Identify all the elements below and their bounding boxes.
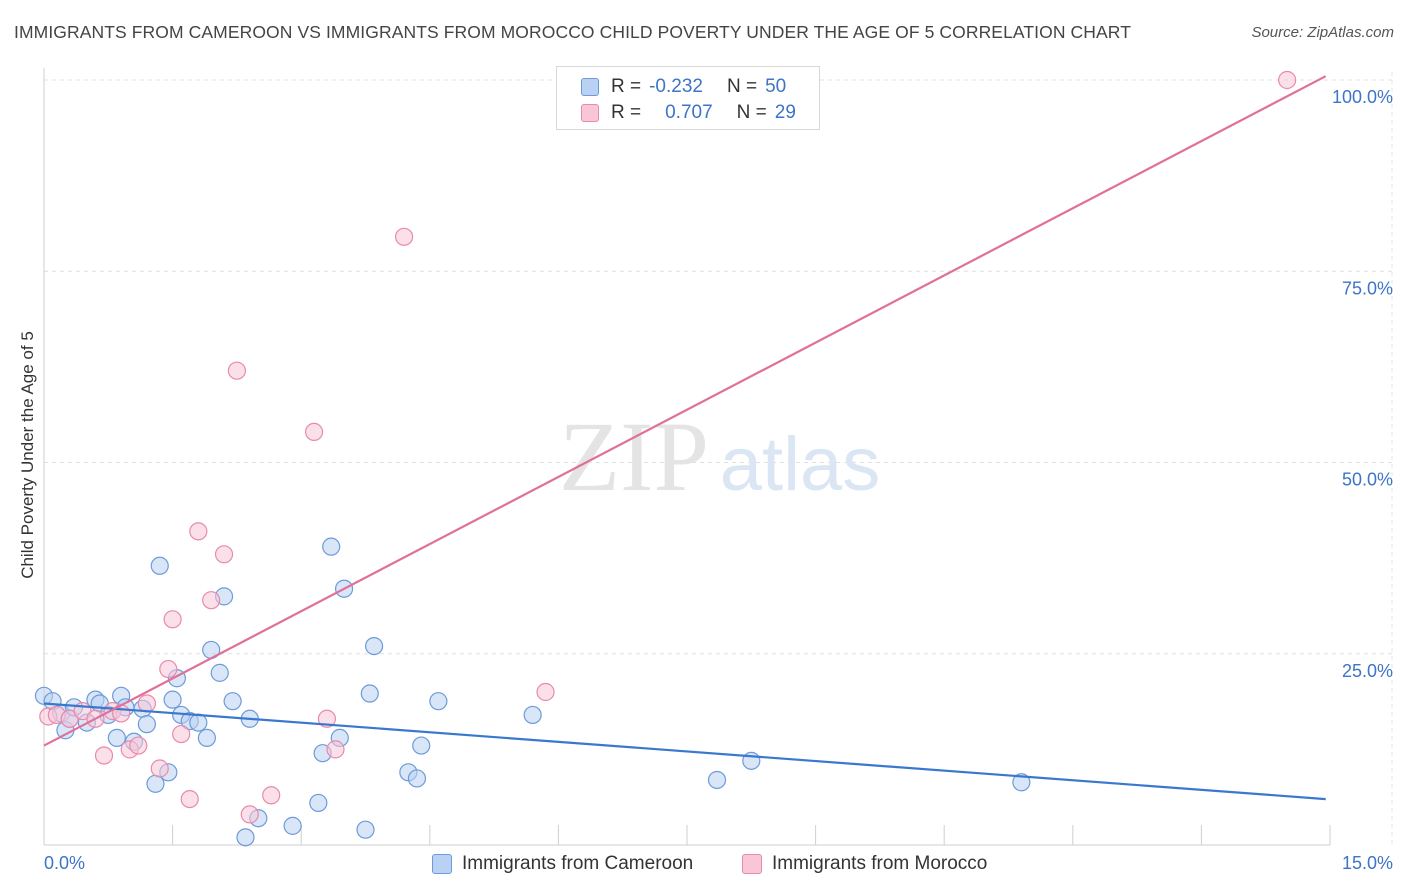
- cameroon-point: [223, 692, 242, 711]
- morocco-point: [94, 746, 114, 765]
- cameroon-point: [210, 663, 229, 682]
- y-tick-label: 25.0%: [1342, 661, 1393, 681]
- morocco-point: [536, 682, 555, 702]
- correlation-legend: R = -0.232 N = 50 R = 0.707 N = 29: [556, 66, 820, 130]
- morocco-point: [159, 659, 178, 679]
- morocco-point: [214, 545, 234, 564]
- morocco-trend-line: [43, 75, 1327, 747]
- r-value: -0.232: [649, 76, 703, 97]
- morocco-point: [163, 610, 182, 629]
- r-label: R =: [611, 102, 642, 123]
- morocco-point: [172, 724, 191, 744]
- morocco-swatch: [581, 104, 599, 122]
- morocco-swatch: [742, 854, 762, 874]
- cameroon-point: [189, 713, 208, 732]
- morocco-point: [317, 709, 337, 728]
- watermark: ZIP atlas: [559, 401, 880, 512]
- morocco-point: [1278, 70, 1297, 90]
- cameroon-point: [356, 820, 375, 839]
- legend-label-morocco: Immigrants from Morocco: [772, 853, 988, 874]
- cameroon-point: [523, 705, 542, 725]
- cameroon-point: [1012, 773, 1031, 792]
- morocco-point: [150, 759, 169, 778]
- chart-title: IMMIGRANTS FROM CAMEROON VS IMMIGRANTS F…: [14, 22, 1132, 42]
- cameroon-point: [150, 556, 169, 575]
- morocco-point: [137, 694, 156, 713]
- n-value: 29: [774, 102, 796, 123]
- legend-label-cameroon: Immigrants from Cameroon: [462, 853, 694, 874]
- cameroon-point: [360, 684, 379, 703]
- legend-row-cameroon: R = -0.232 N = 50: [581, 75, 786, 99]
- n-value: 50: [765, 76, 787, 97]
- morocco-point: [189, 522, 208, 541]
- cameroon-swatch: [581, 78, 599, 96]
- grid-lines: [44, 72, 1393, 845]
- cameroon-point: [283, 816, 302, 835]
- cameroon-point: [309, 793, 328, 813]
- tick-labels: 25.0% 50.0% 75.0% 100.0% 0.0% 15.0%: [44, 87, 1393, 873]
- morocco-point: [262, 786, 281, 805]
- cameroon-point: [137, 715, 156, 734]
- x-tick-label: 15.0%: [1342, 853, 1393, 873]
- n-label: N =: [736, 102, 767, 123]
- y-tick-label: 100.0%: [1332, 87, 1393, 107]
- n-label: N =: [726, 76, 758, 97]
- r-value: 0.707: [665, 102, 713, 123]
- morocco-point: [394, 227, 414, 246]
- trend-lines: [43, 75, 1327, 801]
- cameroon-point: [107, 728, 126, 748]
- cameroon-point: [364, 636, 384, 656]
- morocco-point: [240, 805, 259, 824]
- cameroon-point: [407, 769, 427, 788]
- x-tick-label: 0.0%: [44, 853, 85, 873]
- cameroon-point: [707, 770, 727, 790]
- morocco-point: [129, 736, 148, 755]
- morocco-point: [304, 422, 324, 441]
- morocco-point: [227, 361, 246, 380]
- legend-item-morocco[interactable]: Immigrants from Morocco: [742, 852, 987, 876]
- source-label: Source: ZipAtlas.com: [1251, 24, 1394, 41]
- legend-row-morocco: R = 0.707 N = 29: [581, 101, 796, 125]
- cameroon-point: [429, 692, 448, 711]
- morocco-point: [202, 591, 221, 610]
- cameroon-point: [322, 537, 341, 556]
- cameroon-point: [197, 728, 216, 748]
- cameroon-swatch: [432, 854, 452, 874]
- r-label: R =: [611, 76, 642, 97]
- y-tick-label: 50.0%: [1342, 470, 1393, 490]
- morocco-point: [326, 740, 345, 759]
- cameroon-point: [163, 690, 182, 709]
- cameroon-point: [412, 736, 431, 755]
- cameroon-trend-line: [43, 702, 1326, 801]
- y-tick-label: 75.0%: [1342, 278, 1393, 298]
- cameroon-point: [236, 828, 255, 847]
- watermark-atlas: atlas: [720, 422, 881, 507]
- morocco-point: [180, 789, 199, 809]
- watermark-zip: ZIP: [559, 401, 709, 512]
- legend-item-cameroon[interactable]: Immigrants from Cameroon: [432, 852, 693, 876]
